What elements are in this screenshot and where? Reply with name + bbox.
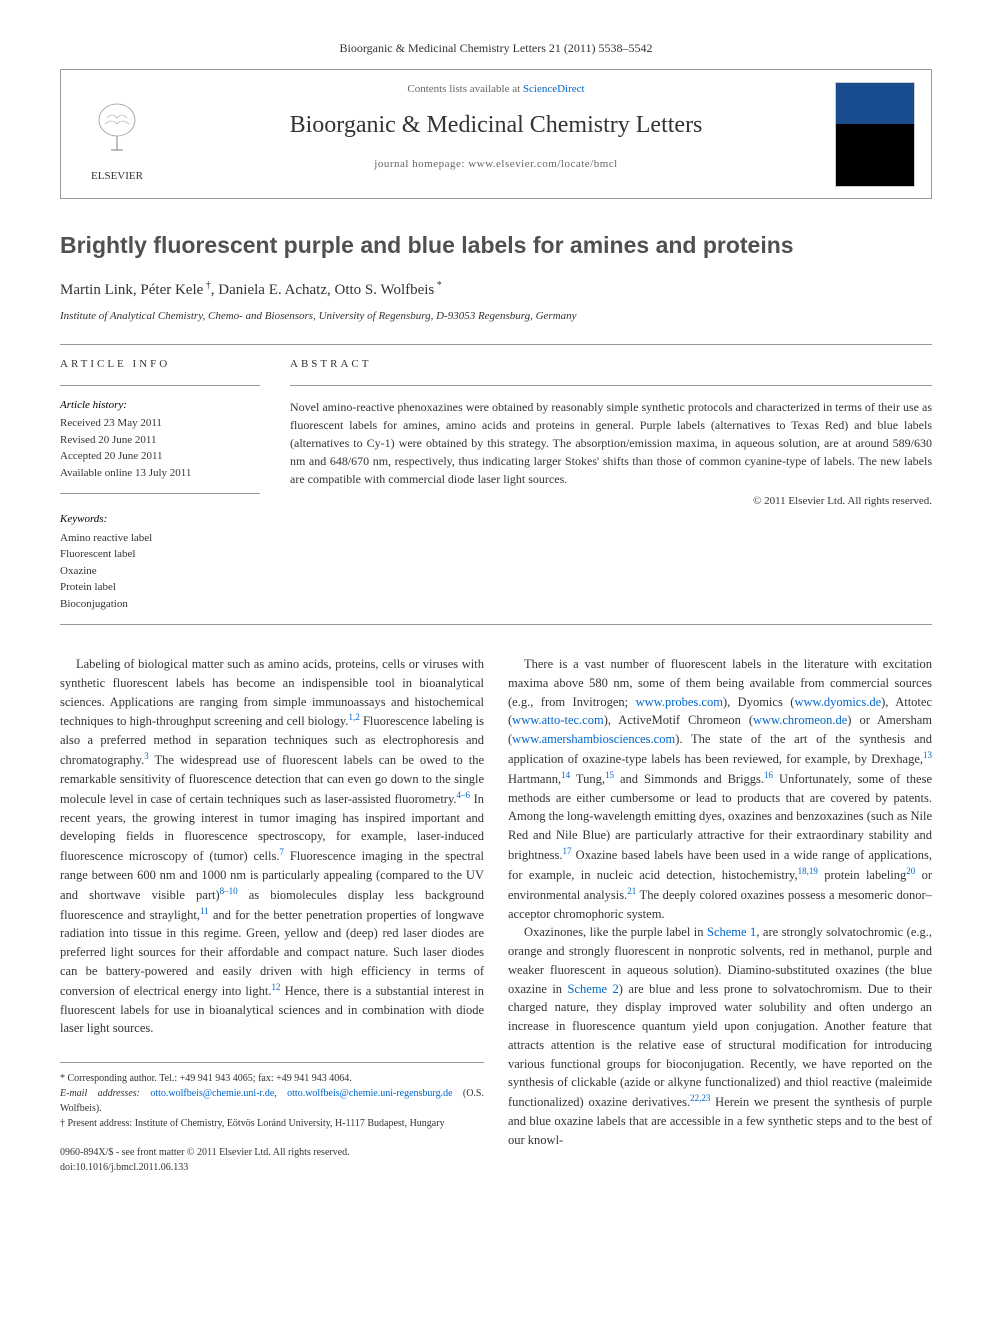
link-dyomics[interactable]: www.dyomics.de (794, 695, 881, 709)
ref-15[interactable]: 15 (605, 770, 614, 780)
masthead: ELSEVIER Contents lists available at Sci… (60, 69, 932, 199)
history-label: Article history: (60, 398, 260, 413)
ref-4-6[interactable]: 4–6 (457, 790, 471, 800)
info-divider-1 (60, 385, 260, 386)
col1-para-1: Labeling of biological matter such as am… (60, 655, 484, 1038)
journal-cover-thumbnail (835, 82, 915, 187)
divider-bottom (60, 624, 932, 625)
ref-3[interactable]: 3 (144, 751, 149, 761)
author-1: Martin Link, (60, 282, 140, 298)
history-accepted: Accepted 20 June 2011 (60, 448, 260, 465)
history-online: Available online 13 July 2011 (60, 465, 260, 482)
keyword-5: Bioconjugation (60, 596, 260, 613)
author-3: Daniela E. Achatz, (218, 282, 334, 298)
journal-reference: Bioorganic & Medicinal Chemistry Letters… (60, 40, 932, 57)
article-info-heading: ARTICLE INFO (60, 357, 260, 372)
keyword-3: Oxazine (60, 563, 260, 580)
link-amersham[interactable]: www.amershambiosciences.com (512, 732, 675, 746)
ref-12[interactable]: 12 (271, 982, 280, 992)
col2-para-2: Oxazinones, like the purple label in Sch… (508, 923, 932, 1149)
keywords-label: Keywords: (60, 512, 260, 527)
ref-13[interactable]: 13 (923, 750, 932, 760)
journal-homepage: journal homepage: www.elsevier.com/locat… (177, 157, 815, 172)
column-left: Labeling of biological matter such as am… (60, 655, 484, 1175)
link-scheme-2[interactable]: Scheme 2 (568, 982, 619, 996)
contents-available: Contents lists available at ScienceDirec… (177, 82, 815, 97)
email-link-1[interactable]: otto.wolfbeis@chemie.uni-r.de (150, 1088, 274, 1099)
keyword-2: Fluorescent label (60, 546, 260, 563)
present-address: † Present address: Institute of Chemistr… (60, 1116, 484, 1131)
doi-line: doi:10.1016/j.bmcl.2011.06.133 (60, 1160, 484, 1175)
article-info-block: ARTICLE INFO Article history: Received 2… (60, 357, 260, 612)
abstract-block: ABSTRACT Novel amino-reactive phenoxazin… (290, 357, 932, 612)
col2-para-1: There is a vast number of fluorescent la… (508, 655, 932, 923)
divider-top (60, 344, 932, 345)
author-4-asterisk: * (434, 280, 442, 291)
email-label: E-mail addresses: (60, 1088, 150, 1099)
abstract-heading: ABSTRACT (290, 357, 932, 372)
keyword-4: Protein label (60, 579, 260, 596)
info-divider-2 (60, 493, 260, 494)
email-link-2[interactable]: otto.wolfbeis@chemie.uni-regensburg.de (287, 1088, 452, 1099)
link-chromeon[interactable]: www.chromeon.de (753, 713, 847, 727)
article-title: Brightly fluorescent purple and blue lab… (60, 229, 932, 261)
author-4: Otto S. Wolfbeis (335, 282, 435, 298)
ref-11[interactable]: 11 (200, 906, 209, 916)
ref-22-23[interactable]: 22,23 (690, 1093, 710, 1103)
footer-block: * Corresponding author. Tel.: +49 941 94… (60, 1062, 484, 1131)
authors-line: Martin Link, Péter Kele †, Daniela E. Ac… (60, 279, 932, 301)
ref-8-10[interactable]: 8–10 (220, 886, 238, 896)
abstract-divider (290, 385, 932, 386)
issn-line: 0960-894X/$ - see front matter © 2011 El… (60, 1145, 484, 1160)
column-right: There is a vast number of fluorescent la… (508, 655, 932, 1175)
history-revised: Revised 20 June 2011 (60, 432, 260, 449)
homepage-prefix: journal homepage: (374, 158, 468, 170)
affiliation: Institute of Analytical Chemistry, Chemo… (60, 309, 932, 324)
history-received: Received 23 May 2011 (60, 415, 260, 432)
ref-1-2[interactable]: 1,2 (348, 712, 359, 722)
link-scheme-1[interactable]: Scheme 1 (707, 925, 756, 939)
ref-14[interactable]: 14 (561, 770, 570, 780)
ref-18-19[interactable]: 18,19 (798, 866, 818, 876)
homepage-url: www.elsevier.com/locate/bmcl (468, 158, 618, 170)
author-2: Péter Kele (140, 282, 203, 298)
elsevier-tree-icon (87, 100, 147, 160)
body-columns: Labeling of biological matter such as am… (60, 655, 932, 1175)
email-line: E-mail addresses: otto.wolfbeis@chemie.u… (60, 1086, 484, 1116)
journal-title: Bioorganic & Medicinal Chemistry Letters (177, 109, 815, 143)
sciencedirect-link[interactable]: ScienceDirect (523, 83, 585, 95)
contents-prefix: Contents lists available at (407, 83, 522, 95)
corresponding-author: * Corresponding author. Tel.: +49 941 94… (60, 1071, 484, 1086)
link-attotec[interactable]: www.atto-tec.com (512, 713, 604, 727)
ref-20[interactable]: 20 (906, 866, 915, 876)
publisher-logo-block: ELSEVIER (77, 100, 157, 185)
publisher-name: ELSEVIER (77, 169, 157, 184)
ref-21[interactable]: 21 (627, 886, 636, 896)
doi-block: 0960-894X/$ - see front matter © 2011 El… (60, 1145, 484, 1175)
author-2-dagger: † (203, 280, 211, 291)
ref-7[interactable]: 7 (279, 847, 284, 857)
keyword-1: Amino reactive label (60, 530, 260, 547)
abstract-text: Novel amino-reactive phenoxazines were o… (290, 398, 932, 488)
link-probes[interactable]: www.probes.com (636, 695, 723, 709)
ref-17[interactable]: 17 (563, 846, 572, 856)
abstract-copyright: © 2011 Elsevier Ltd. All rights reserved… (290, 494, 932, 509)
ref-16[interactable]: 16 (764, 770, 773, 780)
